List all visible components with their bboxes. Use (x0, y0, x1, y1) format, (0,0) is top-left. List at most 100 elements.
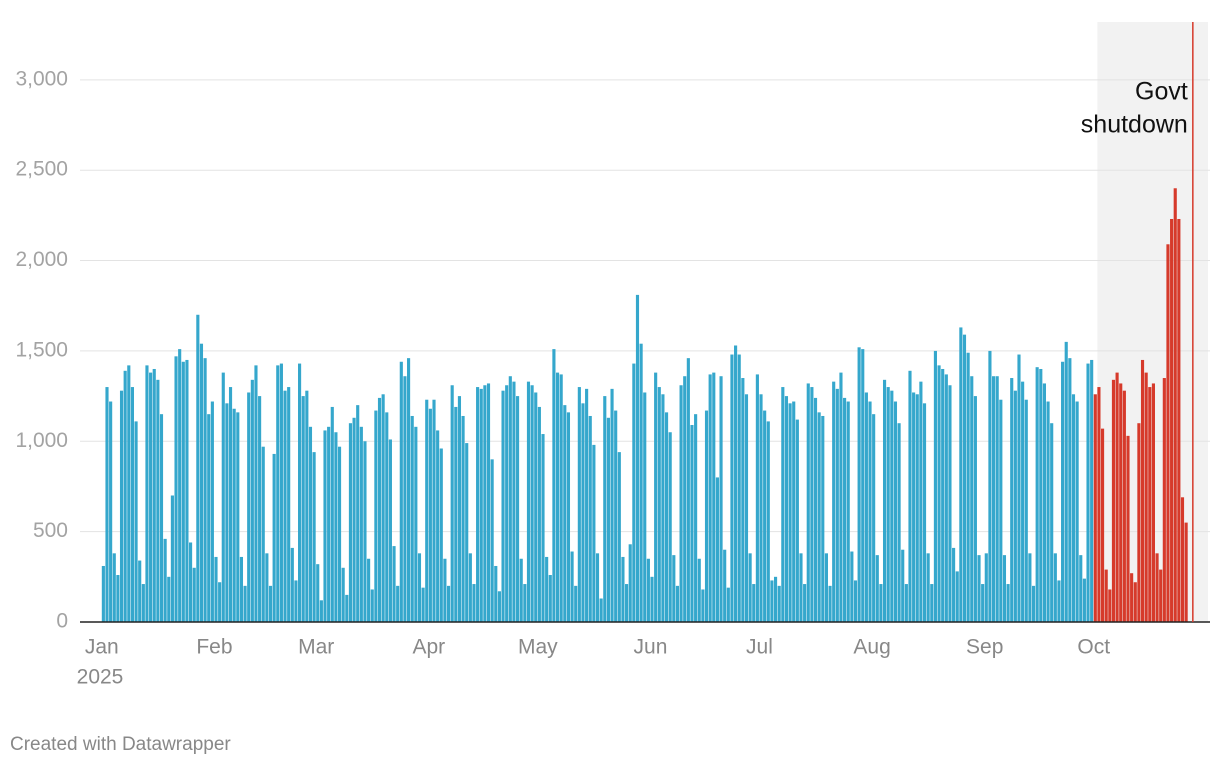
bar (537, 406, 541, 622)
bar (450, 385, 454, 622)
bar (744, 394, 749, 622)
bar (1108, 589, 1112, 622)
bar (810, 387, 814, 622)
bar (984, 553, 988, 622)
bar (1115, 372, 1119, 622)
bar (614, 410, 618, 622)
bar-layer (101, 188, 1188, 622)
bar (1119, 383, 1123, 622)
bar (1126, 435, 1130, 622)
bar (236, 412, 240, 622)
bar (141, 584, 145, 622)
bar (1155, 553, 1159, 622)
bar (879, 584, 883, 622)
bar (232, 408, 236, 622)
bar (341, 567, 345, 622)
bar (312, 452, 316, 622)
bar (298, 363, 302, 622)
bar (1170, 218, 1174, 622)
bar (388, 439, 392, 622)
bar (922, 403, 927, 622)
bar (574, 585, 578, 622)
bar (1151, 383, 1155, 622)
bar (403, 376, 407, 622)
bar (1097, 387, 1101, 622)
bar (1133, 582, 1137, 622)
bar (497, 591, 501, 622)
bar (199, 343, 204, 622)
bar (962, 334, 967, 622)
bar (476, 387, 480, 622)
bar (294, 580, 298, 622)
bar (872, 414, 876, 622)
bar (599, 598, 603, 622)
bar (563, 405, 567, 622)
bar (112, 553, 116, 622)
bar (196, 314, 200, 622)
bar (301, 396, 305, 622)
x-tick-label: Jun (634, 636, 668, 659)
bar (701, 589, 705, 622)
bar (225, 403, 229, 622)
year-label: 2025 (77, 666, 124, 689)
bar (1082, 578, 1086, 622)
bar (890, 390, 894, 622)
bar (203, 358, 207, 622)
bar (243, 585, 247, 622)
footer: Created with Datawrapper (10, 734, 231, 755)
bar (239, 556, 244, 622)
bar (308, 426, 313, 622)
bar (661, 394, 665, 622)
bar (457, 396, 462, 622)
bar (901, 549, 905, 622)
bar (486, 383, 491, 622)
annotation-text: shutdown (1081, 111, 1188, 139)
bar (730, 354, 734, 622)
bar (483, 385, 487, 622)
bar (152, 368, 156, 622)
bar (657, 387, 661, 622)
bar (679, 385, 683, 622)
bar (417, 553, 422, 622)
bar (210, 401, 214, 622)
bar (853, 580, 858, 622)
bar (1180, 497, 1185, 622)
bar (119, 390, 124, 622)
bar (377, 397, 382, 622)
bar (228, 387, 233, 622)
bar (392, 546, 396, 622)
bar (639, 343, 643, 622)
bar (359, 426, 363, 622)
bar (192, 567, 196, 622)
bar (472, 584, 476, 622)
bar (105, 387, 109, 622)
bar (770, 580, 774, 622)
bar (130, 387, 135, 622)
bar (185, 359, 189, 622)
bar (1111, 379, 1116, 622)
bar (1017, 354, 1021, 622)
bar (1064, 341, 1068, 622)
bar (777, 585, 781, 622)
bar (1013, 390, 1017, 622)
bar (1173, 188, 1177, 622)
bar (159, 414, 164, 622)
bar (1031, 585, 1036, 622)
bar (479, 388, 483, 622)
bar (1140, 359, 1145, 622)
x-tick-label: Apr (412, 636, 445, 659)
bar (1021, 381, 1025, 622)
bar (1166, 244, 1170, 622)
bar (381, 394, 385, 622)
bar (763, 410, 767, 622)
bar (559, 374, 563, 622)
bar (1162, 378, 1166, 622)
bar (566, 412, 571, 622)
bar (759, 394, 763, 622)
bar (421, 587, 425, 622)
bar (588, 415, 592, 622)
bar (748, 553, 752, 622)
bar (218, 582, 222, 622)
bar (1010, 378, 1014, 622)
bar (933, 350, 937, 622)
